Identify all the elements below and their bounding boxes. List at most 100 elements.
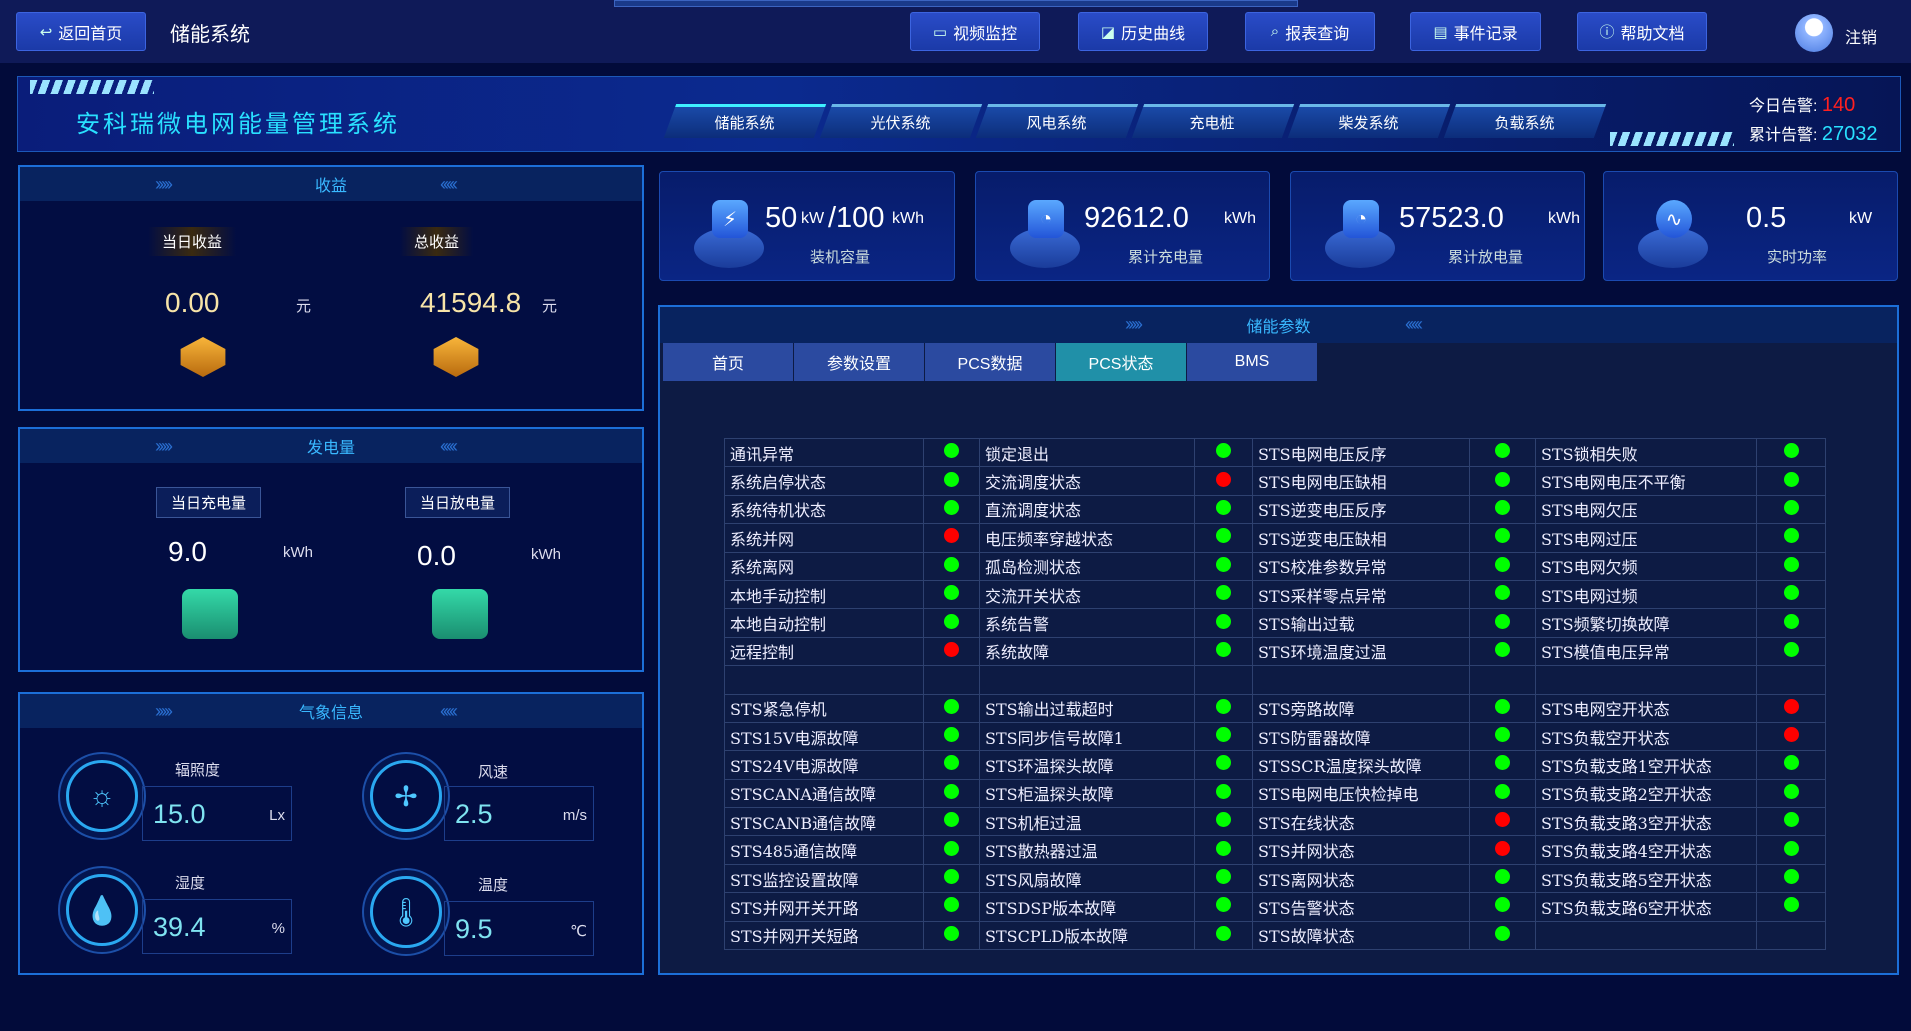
table-row: 系统待机状态 直流调度状态 STS逆变电压反序 STS电网欠压	[724, 494, 1826, 525]
table-row: STSCANB通信故障 STS机柜过温 STS在线状态 STS负载支路3空开状态	[724, 807, 1826, 837]
card-installed-capacity: ⚡ 50 kW /100 kWh 装机容量	[659, 171, 955, 281]
status-indicator-cell	[1756, 608, 1826, 638]
status-ok-indicator	[1495, 897, 1510, 913]
gold-box-icon	[180, 337, 226, 377]
total-income-unit: 元	[542, 298, 558, 315]
status-label: 交流调度状态	[979, 466, 1195, 496]
status-indicator-cell	[1194, 693, 1253, 723]
nav-label: 历史曲线	[1121, 25, 1186, 43]
temperature-label: 温度	[478, 877, 509, 894]
status-ok-indicator	[944, 727, 959, 743]
status-ok-indicator	[1783, 499, 1799, 515]
status-label: 系统故障	[979, 636, 1195, 667]
status-ok-indicator	[1216, 727, 1231, 743]
temperature-unit: ℃	[570, 923, 587, 940]
status-indicator-cell	[1469, 835, 1536, 865]
status-ok-indicator	[1495, 783, 1510, 799]
tab-label: 风电系统	[1026, 115, 1087, 132]
tab-home[interactable]: 首页	[663, 343, 793, 381]
status-label: STSCANA通信故障	[724, 778, 924, 809]
back-home-button[interactable]: ↩ 返回首页	[16, 12, 146, 51]
status-label: STS并网开关短路	[724, 920, 924, 951]
chevrons-right-icon: ›››››	[155, 701, 173, 721]
status-label: STS同步信号故障1	[979, 721, 1195, 752]
logout-link[interactable]: 注销	[1845, 30, 1878, 47]
status-indicator-cell	[1194, 835, 1253, 865]
status-label: STS输出过载	[1252, 608, 1470, 638]
status-indicator-cell	[923, 523, 980, 553]
status-ok-indicator	[1216, 613, 1231, 629]
status-ok-indicator	[1783, 812, 1799, 828]
status-indicator-cell	[923, 920, 980, 951]
chevrons-left-icon: ‹‹‹‹‹	[440, 436, 458, 456]
irradiance-box: 15.0 Lx	[142, 786, 292, 841]
status-label	[979, 665, 1195, 695]
nav-help-docs-button[interactable]: ⓘ 帮助文档	[1577, 12, 1707, 51]
today-alarm-value: 140	[1821, 94, 1856, 116]
total-discharge-unit: kWh	[1548, 210, 1580, 227]
status-label: STS电网电压快检掉电	[1252, 778, 1470, 809]
status-label: STS负载支路3空开状态	[1535, 807, 1757, 837]
total-discharge-value: 57523.0	[1399, 202, 1504, 234]
status-indicator-cell	[923, 835, 980, 865]
status-label: STS逆变电压反序	[1252, 494, 1470, 525]
status-label: STSCANB通信故障	[724, 807, 924, 837]
status-ok-indicator	[1783, 613, 1799, 629]
status-label: STS离网状态	[1252, 863, 1470, 894]
status-indicator-cell	[923, 551, 980, 581]
table-row: STS紧急停机 STS输出过载超时 STS旁路故障 STS电网空开状态	[724, 693, 1826, 723]
status-indicator-cell	[1194, 551, 1253, 581]
status-ok-indicator	[1216, 641, 1231, 657]
status-label: STS负载支路4空开状态	[1535, 835, 1757, 865]
status-indicator-cell	[1469, 721, 1536, 752]
table-row: 本地自动控制 系统告警 STS输出过载 STS频繁切换故障	[724, 608, 1826, 638]
status-label: STS在线状态	[1252, 807, 1470, 837]
total-alarm: 累计告警: 27032	[1749, 121, 1878, 146]
status-label: STS负载支路6空开状态	[1535, 892, 1757, 922]
status-indicator-cell	[1469, 437, 1536, 468]
tab-wind-system[interactable]: 风电系统	[975, 104, 1139, 138]
stripe-decoration	[30, 80, 154, 94]
status-label: 锁定退出	[979, 437, 1195, 468]
status-label: STS监控设置故障	[724, 863, 924, 894]
system-title: 安科瑞微电网能量管理系统	[76, 111, 400, 138]
status-label: 本地自动控制	[724, 608, 924, 638]
status-label: STS采样零点异常	[1252, 579, 1470, 610]
status-label: STS校准参数异常	[1252, 551, 1470, 581]
status-label: STS负载支路1空开状态	[1535, 750, 1757, 780]
tab-diesel-system[interactable]: 柴发系统	[1287, 104, 1451, 138]
document-icon: ▤	[1433, 23, 1448, 41]
status-indicator-cell	[1469, 636, 1536, 667]
status-label: STS485通信故障	[724, 835, 924, 865]
status-indicator-cell	[923, 693, 980, 723]
status-label: STS告警状态	[1252, 892, 1470, 922]
user-avatar[interactable]	[1795, 14, 1833, 52]
nav-video-monitor-button[interactable]: ▭ 视频监控	[910, 12, 1040, 51]
nav-report-query-button[interactable]: ⌕ 报表查询	[1245, 12, 1375, 51]
table-row: STS15V电源故障 STS同步信号故障1 STS防雷器故障 STS负载空开状态	[724, 721, 1826, 752]
tab-pcs-data[interactable]: PCS数据	[925, 343, 1055, 381]
tab-param-settings[interactable]: 参数设置	[794, 343, 924, 381]
droplet-icon: 💧	[66, 874, 138, 946]
tab-pv-system[interactable]: 光伏系统	[819, 104, 983, 138]
status-indicator-cell	[1756, 579, 1826, 610]
status-indicator-cell	[1469, 750, 1536, 780]
top-decoration	[614, 0, 1298, 7]
tab-pcs-status[interactable]: PCS状态	[1056, 343, 1186, 381]
status-label: STS紧急停机	[724, 693, 924, 723]
nav-history-curve-button[interactable]: ◪ 历史曲线	[1078, 12, 1208, 51]
nav-event-log-button[interactable]: ▤ 事件记录	[1410, 12, 1541, 51]
tab-charging-pile[interactable]: 充电桩	[1131, 104, 1295, 138]
status-label: STS负载支路2空开状态	[1535, 778, 1757, 809]
tab-load-system[interactable]: 负载系统	[1443, 104, 1607, 138]
status-indicator-cell	[1194, 807, 1253, 837]
status-indicator-cell	[1194, 863, 1253, 894]
status-ok-indicator	[1783, 755, 1799, 771]
tab-storage-system[interactable]: 储能系统	[663, 104, 827, 138]
status-indicator-cell	[1469, 665, 1536, 695]
status-indicator-cell	[1194, 466, 1253, 496]
status-label: STS频繁切换故障	[1535, 608, 1757, 638]
status-label: 系统启停状态	[724, 466, 924, 496]
irradiance-unit: Lx	[269, 807, 285, 824]
tab-bms[interactable]: BMS	[1187, 343, 1317, 381]
